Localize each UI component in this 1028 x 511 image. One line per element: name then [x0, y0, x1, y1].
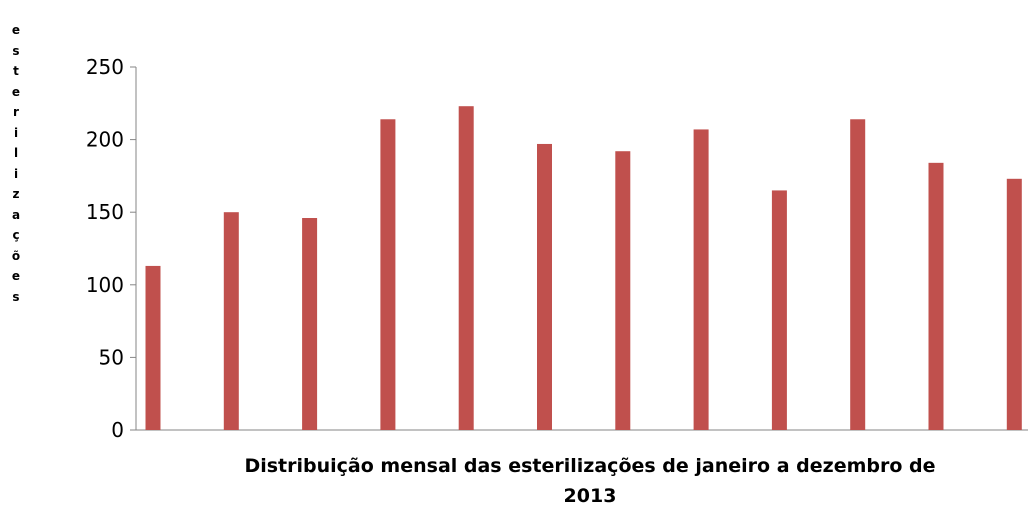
y-axis-label-letter: s [12, 43, 20, 58]
bar [302, 218, 318, 430]
bar [615, 151, 631, 430]
bars [145, 106, 1022, 430]
bar [223, 212, 239, 430]
bar [458, 106, 474, 430]
y-axis-label-letter: i [13, 125, 19, 140]
y-ticks: 0 50 100 150 200 250 [86, 55, 136, 442]
y-axis-label-letter: a [11, 207, 21, 222]
y-axis-label-letter: s [12, 289, 20, 304]
bar [928, 162, 944, 430]
y-axis-label-letter: e [11, 84, 21, 99]
y-tick-label: 0 [111, 418, 124, 442]
y-tick-label: 200 [86, 128, 124, 152]
y-axis-label-letter: õ [11, 248, 21, 263]
y-tick-label: 100 [86, 273, 124, 297]
y-axis-label-letter: i [13, 166, 19, 181]
y-tick-label: 250 [86, 55, 124, 79]
x-axis-label: Distribuição mensal das esterilizações d… [244, 455, 936, 507]
y-tick-label: 50 [99, 345, 124, 369]
bar [380, 119, 396, 430]
bar [693, 129, 709, 430]
y-axis-label-letter: z [12, 187, 20, 201]
bar [771, 190, 787, 430]
y-axis-label-letter: r [13, 105, 19, 119]
bar [537, 143, 552, 430]
y-axis-label-letter: e [11, 23, 21, 37]
bar [1006, 178, 1022, 430]
bar [850, 119, 866, 430]
bar [145, 265, 161, 430]
y-tick-label: 150 [86, 200, 124, 224]
y-axis-label-letter: t [13, 64, 19, 78]
y-axis-label-letter: l [13, 146, 19, 160]
y-axis-label-letter: ç [12, 228, 20, 242]
y-axis-label-letter: e [11, 269, 21, 283]
